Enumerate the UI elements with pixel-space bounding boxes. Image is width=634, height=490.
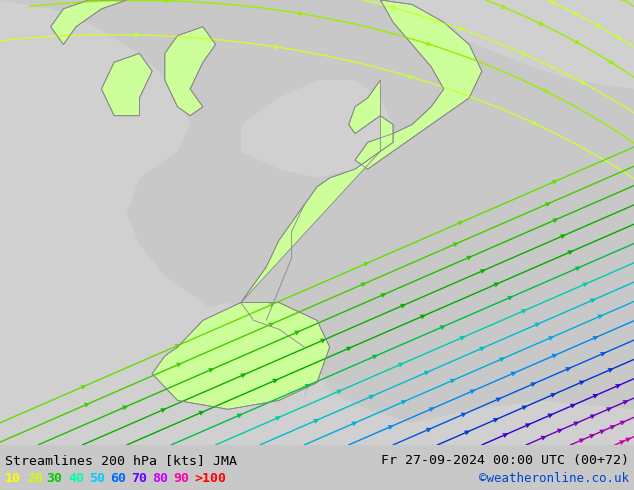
Polygon shape — [355, 0, 482, 169]
Polygon shape — [349, 80, 393, 151]
Polygon shape — [349, 0, 634, 89]
Polygon shape — [241, 151, 380, 302]
Polygon shape — [178, 302, 304, 445]
Text: ©weatheronline.co.uk: ©weatheronline.co.uk — [479, 472, 629, 486]
Polygon shape — [152, 302, 330, 409]
Text: Streamlines 200 hPa [kts] JMA: Streamlines 200 hPa [kts] JMA — [5, 454, 237, 467]
Polygon shape — [0, 0, 241, 445]
Text: 30: 30 — [46, 472, 62, 486]
Text: 80: 80 — [152, 472, 168, 486]
Text: 10: 10 — [5, 472, 21, 486]
Text: Fr 27-09-2024 00:00 UTC (00+72): Fr 27-09-2024 00:00 UTC (00+72) — [381, 454, 629, 467]
Polygon shape — [241, 80, 393, 178]
Text: 20: 20 — [27, 472, 43, 486]
Text: 90: 90 — [173, 472, 189, 486]
Text: 50: 50 — [89, 472, 105, 486]
Polygon shape — [51, 0, 127, 45]
Polygon shape — [101, 53, 152, 116]
Polygon shape — [304, 365, 634, 445]
Text: 70: 70 — [131, 472, 147, 486]
Text: 40: 40 — [68, 472, 84, 486]
Text: >100: >100 — [195, 472, 226, 486]
Text: 60: 60 — [110, 472, 126, 486]
Polygon shape — [165, 26, 216, 116]
